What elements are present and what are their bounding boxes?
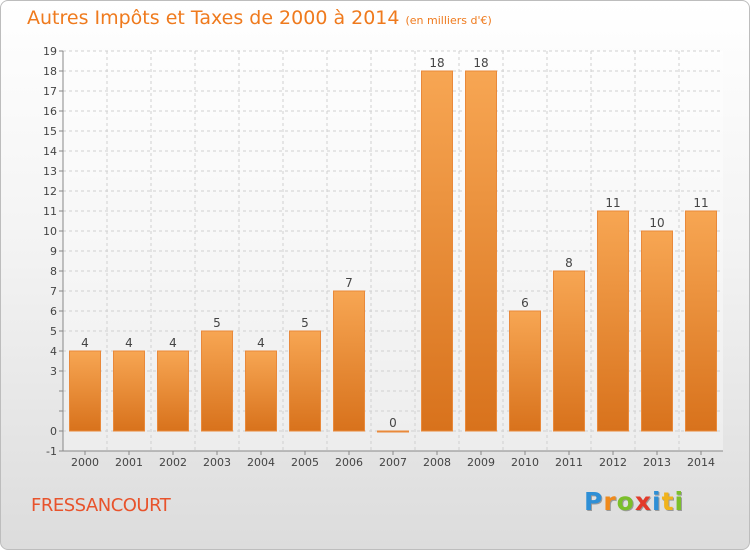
x-tick-label: 2011 xyxy=(555,456,583,469)
bar xyxy=(685,210,717,432)
y-tick-label: 17 xyxy=(43,85,57,98)
bar xyxy=(641,230,673,432)
data-label: 6 xyxy=(521,296,529,310)
data-label: 18 xyxy=(473,56,488,70)
y-tick-label: 6 xyxy=(50,305,57,318)
y-tick-label: 8 xyxy=(50,265,57,278)
data-label: 8 xyxy=(565,256,573,270)
logo-letter: o xyxy=(616,487,635,516)
data-label: 10 xyxy=(649,216,664,230)
y-tick-label: 13 xyxy=(43,165,57,178)
bar xyxy=(113,350,145,432)
y-tick-label: 10 xyxy=(43,225,57,238)
data-label: 4 xyxy=(257,336,265,350)
bar xyxy=(377,430,409,433)
x-tick-label: 2007 xyxy=(379,456,407,469)
x-tick-label: 2009 xyxy=(467,456,495,469)
logo-letter: t xyxy=(661,487,675,516)
data-label: 11 xyxy=(605,196,620,210)
chart-title: Autres Impôts et Taxes de 2000 à 2014 (en… xyxy=(27,7,492,29)
logo-letter: P xyxy=(584,487,604,516)
commune-name: FRESSANCOURT xyxy=(31,495,171,516)
bar xyxy=(597,210,629,432)
data-label: 5 xyxy=(213,316,221,330)
y-tick-label: 5 xyxy=(50,325,57,338)
logo-letter: i xyxy=(652,487,662,516)
bar xyxy=(69,350,101,432)
y-tick-label: -1 xyxy=(46,445,57,458)
y-tick-label: 18 xyxy=(43,65,57,78)
y-tick-label: 4 xyxy=(50,345,57,358)
data-label: 0 xyxy=(389,416,397,430)
y-tick-label: 7 xyxy=(50,285,57,298)
y-tick-label: 14 xyxy=(43,145,57,158)
bar xyxy=(201,330,233,432)
x-tick-label: 2003 xyxy=(203,456,231,469)
bar xyxy=(509,310,541,432)
x-tick-label: 2012 xyxy=(599,456,627,469)
x-tick-label: 2014 xyxy=(687,456,715,469)
data-label: 4 xyxy=(81,336,89,350)
chart-title-main: Autres Impôts et Taxes de 2000 à 2014 xyxy=(27,7,400,29)
x-tick-label: 2001 xyxy=(115,456,143,469)
x-tick-label: 2000 xyxy=(71,456,99,469)
y-tick-label: 19 xyxy=(43,45,57,58)
data-label: 11 xyxy=(693,196,708,210)
y-tick-label: 15 xyxy=(43,125,57,138)
data-label: 5 xyxy=(301,316,309,330)
data-label: 18 xyxy=(429,56,444,70)
logo-letter: x xyxy=(634,487,652,516)
x-tick-label: 2004 xyxy=(247,456,275,469)
bar xyxy=(421,70,453,432)
logo-letter: r xyxy=(603,487,617,516)
y-tick-label: 0 xyxy=(50,425,57,438)
x-tick-label: 2002 xyxy=(159,456,187,469)
bar xyxy=(245,350,277,432)
bar xyxy=(465,70,497,432)
x-tick-label: 2013 xyxy=(643,456,671,469)
y-tick-label: 3 xyxy=(50,365,57,378)
data-label: 4 xyxy=(125,336,133,350)
data-label: 4 xyxy=(169,336,177,350)
y-tick-label: 12 xyxy=(43,185,57,198)
bar xyxy=(553,270,585,432)
bar xyxy=(333,290,365,432)
x-tick-label: 2005 xyxy=(291,456,319,469)
y-tick-label: 9 xyxy=(50,245,57,258)
chart-title-unit: (en milliers d'€) xyxy=(405,14,492,27)
x-tick-label: 2006 xyxy=(335,456,363,469)
bar xyxy=(289,330,321,432)
x-tick-label: 2010 xyxy=(511,456,539,469)
proxiti-logo: Proxiti xyxy=(584,487,684,516)
logo-letter: i xyxy=(674,487,685,516)
data-label: 7 xyxy=(345,276,353,290)
x-tick-label: 2008 xyxy=(423,456,451,469)
bar xyxy=(157,350,189,432)
y-tick-label: 11 xyxy=(43,205,57,218)
y-tick-label: 16 xyxy=(43,105,57,118)
